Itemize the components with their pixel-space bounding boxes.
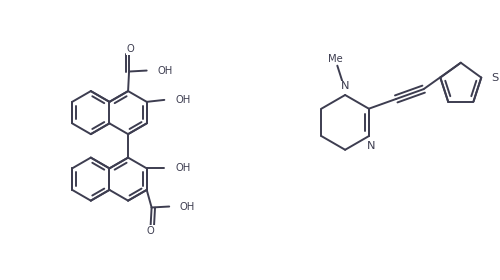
Text: S: S bbox=[491, 73, 498, 83]
Text: N: N bbox=[341, 81, 349, 91]
Text: O: O bbox=[126, 44, 134, 54]
Text: O: O bbox=[147, 226, 154, 236]
Text: OH: OH bbox=[175, 163, 190, 173]
Text: N: N bbox=[366, 141, 375, 151]
Text: OH: OH bbox=[158, 66, 172, 76]
Text: OH: OH bbox=[175, 95, 190, 105]
Text: Me: Me bbox=[328, 54, 342, 64]
Text: OH: OH bbox=[180, 202, 195, 211]
